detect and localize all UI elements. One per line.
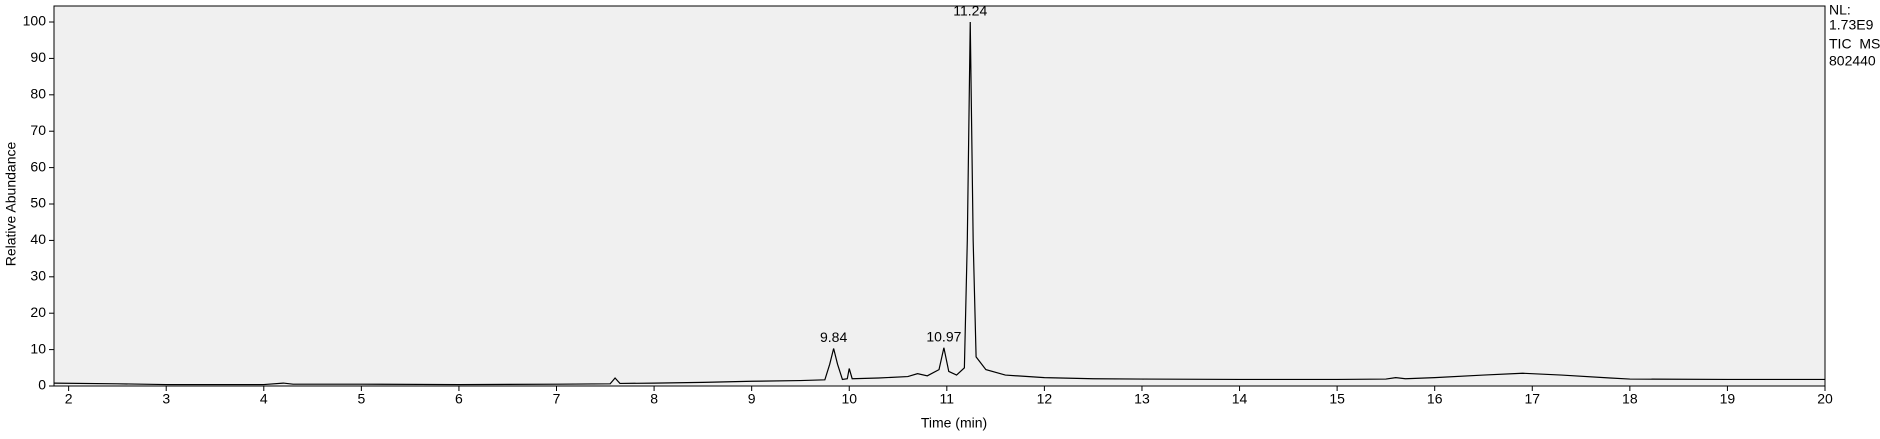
- y-tick-label: 90: [30, 49, 46, 65]
- plot-area: [53, 5, 1826, 387]
- x-tick-label: 4: [260, 391, 268, 407]
- peak-label: 9.84: [820, 329, 847, 345]
- info-text: NL:: [1829, 2, 1851, 18]
- x-tick-label: 13: [1134, 391, 1150, 407]
- x-tick-label: 10: [841, 391, 857, 407]
- x-tick-label: 11: [940, 391, 955, 407]
- peak-label: 10.97: [926, 328, 961, 344]
- y-tick-label: 50: [30, 195, 46, 211]
- y-tick-label: 40: [30, 231, 46, 247]
- x-tick-label: 6: [455, 391, 463, 407]
- y-tick-label: 80: [30, 86, 46, 102]
- info-text: 1.73E9: [1829, 17, 1874, 33]
- x-tick-label: 9: [748, 391, 756, 407]
- y-tick-label: 100: [23, 13, 47, 29]
- x-tick-label: 2: [65, 391, 73, 407]
- x-tick-label: 14: [1232, 391, 1248, 407]
- chromatogram-line: [53, 22, 1825, 386]
- x-tick-label: 18: [1622, 391, 1638, 407]
- y-tick-label: 10: [30, 340, 46, 356]
- peak-label: 11.24: [953, 3, 987, 19]
- x-tick-label: 3: [162, 391, 170, 407]
- x-tick-label: 16: [1427, 391, 1443, 407]
- y-tick-label: 20: [30, 304, 46, 320]
- y-tick-label: 0: [38, 377, 46, 393]
- y-axis-title: Relative Abundance: [3, 142, 19, 267]
- x-tick-label: 17: [1524, 391, 1540, 407]
- x-tick-label: 5: [357, 391, 365, 407]
- x-tick-label: 20: [1817, 391, 1833, 407]
- y-tick-label: 60: [30, 158, 46, 174]
- x-tick-label: 15: [1329, 391, 1345, 407]
- x-tick-label: 19: [1720, 391, 1736, 407]
- info-text: TIC MS: [1829, 36, 1880, 52]
- x-tick-label: 12: [1037, 391, 1053, 407]
- x-axis-title: Time (min): [921, 415, 987, 431]
- info-text: 802440: [1829, 53, 1876, 69]
- y-tick-label: 70: [30, 122, 46, 138]
- y-tick-label: 30: [30, 268, 46, 284]
- x-tick-label: 7: [553, 391, 561, 407]
- x-tick-label: 8: [650, 391, 658, 407]
